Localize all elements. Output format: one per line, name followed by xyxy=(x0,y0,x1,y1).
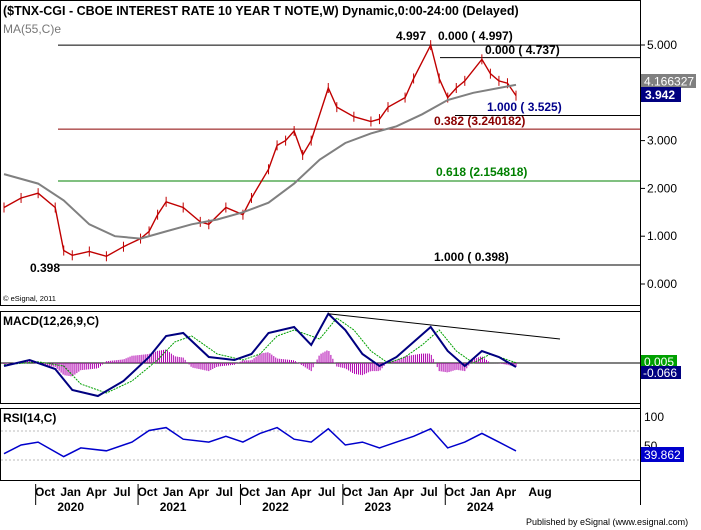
rsi-last-value: 39.862 xyxy=(644,448,681,462)
price-tick-label: 0.000 xyxy=(647,277,677,291)
x-month-label: Jan xyxy=(60,485,81,499)
x-month-label: Oct xyxy=(342,485,362,499)
price-line xyxy=(3,43,517,258)
rsi-tick-100: 100 xyxy=(644,410,664,424)
chart-title: ($TNX-CGI - CBOE INTEREST RATE 10 YEAR T… xyxy=(3,4,519,18)
price-tick-label: 5.000 xyxy=(647,38,677,52)
rsi-line xyxy=(3,426,517,458)
close-last-value-box xyxy=(641,87,681,102)
x-month-label: Aug xyxy=(528,485,551,499)
price-tick-label: 1.000 xyxy=(647,229,677,243)
macd-line xyxy=(3,312,517,398)
x-month-label: Oct xyxy=(35,485,55,499)
x-axis: Oct Jan Apr Jul Oct Jan Apr Jul Oct Jan Apr Jul Oct J… xyxy=(35,484,552,514)
price-tick-label: 2.000 xyxy=(647,181,677,195)
peak-annotation: 4.997 xyxy=(396,29,426,43)
level-label-4737: 0.000 ( 4.737) xyxy=(485,43,560,57)
copyright-label: © eSignal, 2011 xyxy=(3,294,56,303)
x-month-label: Apr xyxy=(393,485,414,499)
x-month-label: Jan xyxy=(265,485,286,499)
level-label-3240: 0.382 (3.240182) xyxy=(434,114,525,128)
x-year-label: 2021 xyxy=(160,500,187,514)
x-month-label: Oct xyxy=(445,485,465,499)
level-label-4997: 0.000 ( 4.997) xyxy=(438,29,513,43)
x-month-label: Jan xyxy=(470,485,491,499)
rsi-last-value-box xyxy=(641,447,684,462)
macd-last-value-box xyxy=(641,366,681,379)
x-month-label: Apr xyxy=(188,485,209,499)
ma-last-value: 4.166327 xyxy=(644,75,694,89)
x-month-label: Apr xyxy=(496,485,517,499)
x-year-label: 2023 xyxy=(365,500,392,514)
level-label-0398: 1.000 ( 0.398) xyxy=(434,250,509,264)
price-tick-label: 3.000 xyxy=(647,134,677,148)
level-label-2154: 0.618 (2.154818) xyxy=(436,165,527,179)
ma-indicator-label: MA(55,C)e xyxy=(3,22,61,36)
signal-last-value-box xyxy=(641,355,677,368)
macd-signal-line xyxy=(3,317,517,394)
rsi-title: RSI(14,C) xyxy=(3,411,56,425)
low-annotation: 0.398 xyxy=(30,261,60,275)
x-month-label: Jul xyxy=(216,485,233,499)
moving-average-line xyxy=(3,83,517,240)
x-month-label: Jan xyxy=(368,485,389,499)
x-month-label: Jul xyxy=(420,485,437,499)
level-label-3525: 1.000 ( 3.525) xyxy=(487,100,562,114)
x-year-label: 2020 xyxy=(57,500,84,514)
x-month-label: Oct xyxy=(240,485,260,499)
x-year-label: 2022 xyxy=(262,500,289,514)
x-month-label: Apr xyxy=(291,485,312,499)
x-month-label: Jul xyxy=(318,485,335,499)
macd-title: MACD(12,26,9,C) xyxy=(3,314,99,328)
macd-trendline xyxy=(328,313,561,340)
x-month-label: Oct xyxy=(137,485,157,499)
x-month-label: Jul xyxy=(113,485,130,499)
macd-histogram xyxy=(3,349,517,377)
ma-last-value-box xyxy=(641,74,696,88)
x-month-label: Apr xyxy=(86,485,107,499)
signal-last-value: 0.005 xyxy=(644,355,674,369)
published-by-label: Published by eSignal (www.esignal.com) xyxy=(526,517,688,527)
x-year-label: 2024 xyxy=(467,500,494,514)
price-levels xyxy=(58,44,640,266)
macd-last-value: -0.066 xyxy=(643,366,677,380)
close-last-value: 3.942 xyxy=(645,88,675,102)
x-month-label: Jan xyxy=(163,485,184,499)
